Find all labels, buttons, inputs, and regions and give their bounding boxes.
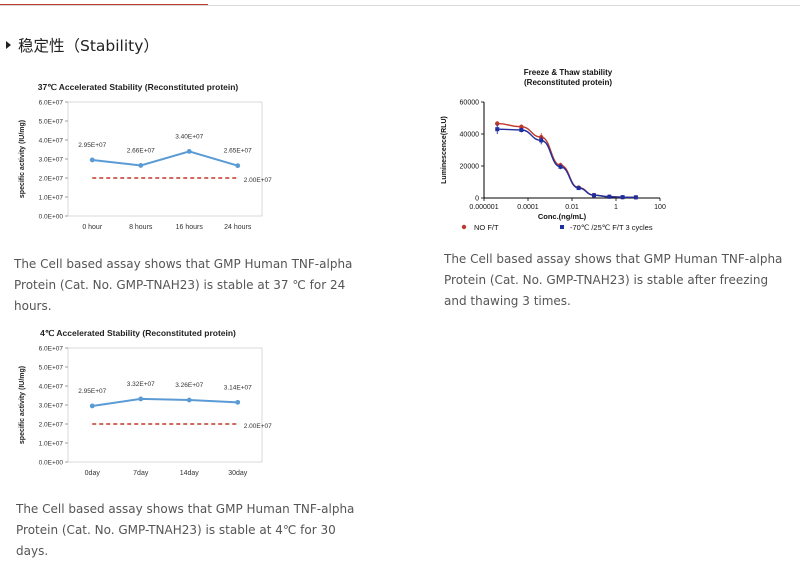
- chart-4c-data-point: [235, 399, 241, 405]
- chart-4c-title: 4℃ Accelerated Stability (Reconstituted …: [40, 328, 236, 338]
- chart-4c-y-tick-label: 0.0E+00: [39, 460, 64, 467]
- freeze-thaw-point-ft: [539, 138, 544, 143]
- chart-37c-x-tick-label: 0 hour: [82, 224, 103, 231]
- legend-marker-no-ft: [461, 224, 467, 230]
- freeze-thaw-point-ft: [558, 164, 563, 169]
- chart-37c-data-point: [186, 149, 192, 154]
- chart-4c-y-tick-label: 3.0E+07: [39, 403, 64, 410]
- chart-37c-y-tick-label: 6.0E+07: [39, 100, 64, 107]
- chart-4c-data-label: 3.32E+07: [127, 381, 155, 388]
- legend-label-ft: -70℃ /25℃ F/T 3 cycles: [570, 223, 653, 232]
- freeze-thaw-y-tick-label: 60000: [460, 100, 480, 107]
- chart-37c-svg: 37℃ Accelerated Stability (Reconstituted…: [19, 82, 272, 231]
- freeze-thaw-fit-curve: [497, 122, 636, 199]
- freeze-thaw-x-tick-label: 1: [614, 204, 618, 211]
- chart-4c-x-tick-label: 7day: [133, 470, 149, 477]
- chart-4c-x-tick-label: 0day: [85, 470, 101, 477]
- header-divider: [0, 5, 800, 6]
- chart-4c-x-tick-label: 30day: [228, 470, 248, 477]
- chart-4c-y-tick-label: 4.0E+07: [39, 384, 64, 391]
- freeze-thaw-y-tick-label: 40000: [460, 132, 480, 139]
- legend-marker-ft: [560, 225, 564, 229]
- freeze-thaw-point-ft: [633, 195, 638, 200]
- freeze-thaw-point-no-ft: [519, 124, 524, 129]
- freeze-thaw-y-axis-label: Luminescence(RLU): [441, 116, 448, 184]
- chart-37c-y-tick-label: 2.0E+07: [39, 176, 64, 183]
- freeze-thaw-x-tick-label: 0.01: [565, 204, 579, 211]
- freeze-thaw-fit-curve: [497, 128, 636, 199]
- freeze-thaw-y-tick-label: 20000: [460, 164, 480, 171]
- description-37c: The Cell based assay shows that GMP Huma…: [14, 257, 353, 313]
- chart-37c-data-label: 2.65E+07: [224, 148, 252, 155]
- chart-37c-y-tick-label: 0.0E+00: [39, 214, 64, 221]
- chart-37c-x-tick-label: 8 hours: [129, 224, 153, 231]
- chart-37c-y-tick-label: 4.0E+07: [39, 138, 64, 145]
- chart-4c-y-tick-label: 1.0E+07: [39, 441, 64, 448]
- freeze-thaw-x-tick-label: 100: [654, 204, 666, 211]
- freeze-thaw-point-no-ft: [495, 121, 500, 126]
- chart-4c-threshold-label: 2.00E+07: [244, 423, 272, 430]
- chart-37c-data-label: 2.66E+07: [127, 147, 155, 154]
- freeze-thaw-point-ft: [495, 127, 500, 132]
- chart-4c-data-point: [138, 396, 144, 402]
- chart-37c-data-point: [235, 163, 241, 169]
- freeze-thaw-point-ft: [592, 193, 596, 198]
- chart-4c-y-tick-label: 5.0E+07: [39, 365, 64, 372]
- chart-freeze-thaw: Freeze & Thaw stability (Reconstituted pr…: [436, 64, 676, 236]
- chart-4c-data-point: [89, 403, 95, 409]
- freeze-thaw-x-tick-label: 0.000001: [469, 204, 498, 211]
- chart-37c-x-tick-label: 24 hours: [224, 224, 252, 231]
- chart-4c-data-label: 3.26E+07: [175, 382, 203, 389]
- chart-37c-x-tick-label: 16 hours: [176, 224, 204, 231]
- chart-37c-series-line: [92, 150, 239, 167]
- chart-37c-data-label: 2.95E+07: [78, 142, 106, 149]
- description-4c: The Cell based assay shows that GMP Huma…: [16, 502, 355, 558]
- chart-37c-stability: 37℃ Accelerated Stability (Reconstituted…: [10, 76, 280, 246]
- freeze-thaw-x-tick-label: 0.0001: [517, 204, 539, 211]
- chart-37c-data-point: [138, 163, 144, 168]
- freeze-thaw-x-axis-label: Conc.(ng/mL): [538, 212, 587, 221]
- freeze-thaw-title-line: (Reconstituted protein): [524, 78, 612, 87]
- chart-4c-data-point: [186, 397, 192, 403]
- chart-freeze-thaw-svg: Freeze & Thaw stability(Reconstituted pr…: [441, 68, 666, 232]
- chart-37c-y-axis-label: specific activity (IU/mg): [19, 120, 26, 198]
- freeze-thaw-y-tick-label: 0: [475, 196, 479, 203]
- chart-4c-y-axis-label: specific activity (IU/mg): [19, 366, 26, 444]
- chart-4c-y-tick-label: 6.0E+07: [39, 346, 64, 353]
- chart-37c-threshold-label: 2.00E+07: [244, 177, 272, 184]
- chart-4c-data-label: 2.95E+07: [78, 388, 106, 395]
- chart-4c-data-label: 3.14E+07: [224, 384, 252, 391]
- chart-37c-data-label: 3.40E+07: [175, 133, 203, 140]
- freeze-thaw-point-ft: [519, 128, 524, 132]
- chart-37c-y-tick-label: 1.0E+07: [39, 195, 64, 202]
- legend-label-no-ft: NO F/T: [474, 223, 499, 232]
- freeze-thaw-point-ft: [620, 195, 625, 200]
- chart-37c-data-point: [89, 157, 95, 163]
- chart-4c-x-tick-label: 14day: [180, 470, 200, 477]
- section-title: 稳定性（Stability）: [18, 37, 159, 55]
- description-freeze-thaw: The Cell based assay shows that GMP Huma…: [444, 252, 783, 308]
- freeze-thaw-point-ft: [576, 186, 581, 191]
- chart-37c-y-tick-label: 3.0E+07: [39, 157, 64, 164]
- freeze-thaw-point-ft: [607, 194, 612, 199]
- chart-37c-title: 37℃ Accelerated Stability (Reconstituted…: [38, 82, 239, 92]
- chart-4c-svg: 4℃ Accelerated Stability (Reconstituted …: [19, 328, 272, 477]
- chart-37c-y-tick-label: 5.0E+07: [39, 119, 64, 126]
- freeze-thaw-title-line: Freeze & Thaw stability: [524, 68, 613, 77]
- section-header: 稳定性（Stability）: [6, 34, 159, 56]
- chart-4c-y-tick-label: 2.0E+07: [39, 422, 64, 429]
- triangle-bullet-icon: [6, 41, 11, 49]
- chart-4c-stability: 4℃ Accelerated Stability (Reconstituted …: [10, 322, 280, 494]
- chart-4c-series-line: [92, 397, 238, 407]
